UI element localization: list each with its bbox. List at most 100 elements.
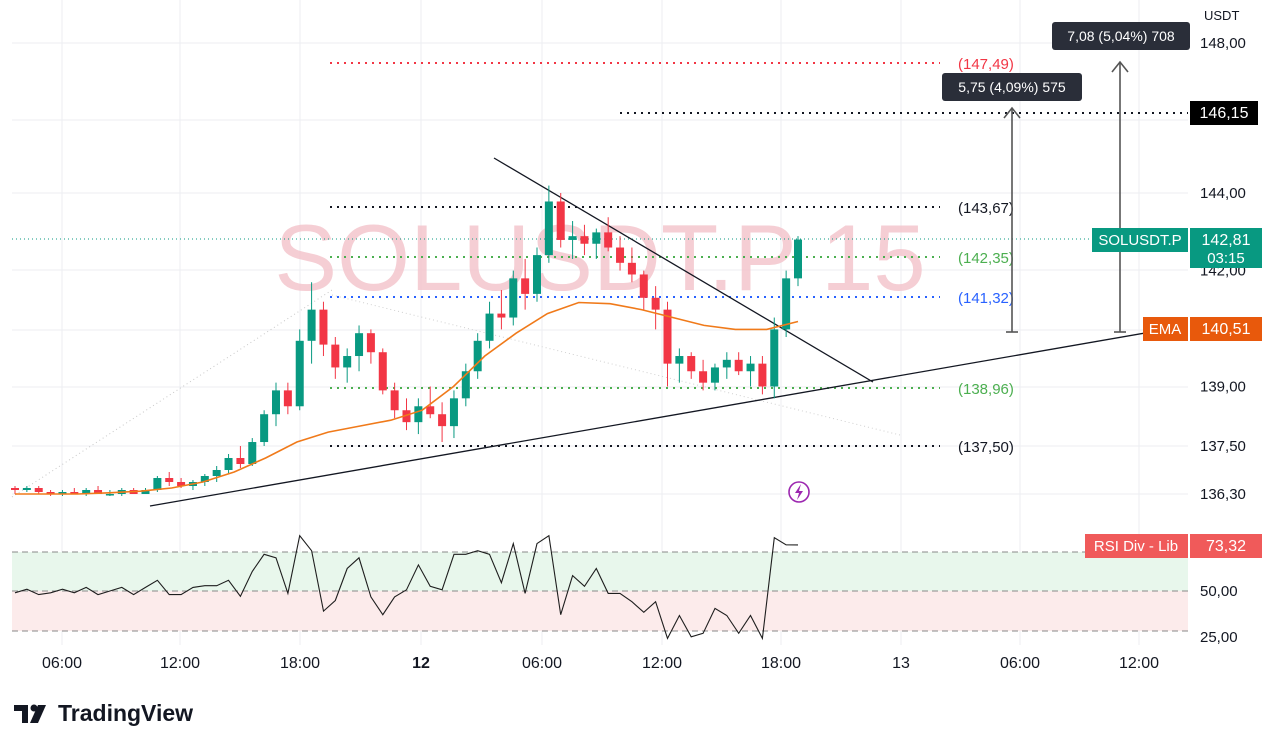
candle-body-49 [592, 232, 601, 244]
ascending-trendline [149, 332, 1146, 507]
chart-grid [12, 0, 1188, 645]
level-label-3: (141,32) [958, 290, 1014, 307]
candle-body-38 [461, 371, 470, 399]
candle-body-31 [378, 352, 387, 391]
candle-body-30 [366, 333, 375, 353]
candle-body-19 [236, 458, 245, 464]
time-axis[interactable]: 06:00 12:00 18:00 12 06:00 12:00 18:00 13 06:00 1… [42, 655, 1159, 672]
level-label-1: (143,67) [958, 200, 1014, 217]
candle-body-16 [200, 476, 209, 482]
currency-label: USDT [1204, 8, 1239, 23]
candle-body-20 [248, 442, 257, 464]
rsi-value: 73,32 [1206, 538, 1246, 555]
candle-body-34 [414, 406, 423, 423]
rsi-tick-25: 25,00 [1200, 629, 1238, 646]
candle-body-25 [307, 309, 316, 341]
candle-body-58 [699, 371, 708, 383]
candle-body-41 [497, 313, 506, 318]
time-tick-7: 13 [892, 655, 910, 672]
candle-body-61 [734, 359, 743, 372]
symbol-watermark: SOLUSDT.P 15 [274, 205, 925, 310]
candle-body-54 [651, 297, 660, 310]
candle-body-48 [580, 236, 589, 244]
candle-body-13 [165, 478, 174, 482]
tradingview-icon [14, 704, 46, 723]
candle-body-39 [473, 340, 482, 372]
candle-body-64 [770, 329, 779, 387]
candle-body-40 [485, 313, 494, 341]
measure-arrow-1 [1003, 106, 1021, 333]
candle-body-18 [224, 458, 233, 470]
candle-body-7 [94, 490, 103, 494]
candle-body-14 [177, 482, 186, 486]
candle-body-55 [663, 309, 672, 364]
candle-body-45 [544, 201, 553, 256]
time-tick-5: 12:00 [642, 655, 682, 672]
time-tick-2: 18:00 [280, 655, 320, 672]
target-level-tag: 146,15 [1190, 101, 1258, 125]
candle-body-43 [521, 278, 530, 294]
candle-body-63 [758, 363, 767, 387]
current-price-tag: SOLUSDT.P 142,81 03:15 [1092, 228, 1262, 268]
candle-body-47 [568, 236, 577, 240]
rsi-band-lower [12, 591, 1188, 631]
candle-body-50 [604, 232, 613, 248]
candle-body-59 [710, 367, 719, 383]
tradingview-logo[interactable]: TradingView [14, 700, 193, 727]
rsi-tick-50: 50,00 [1200, 583, 1238, 600]
current-price-value: 142,81 [1202, 232, 1251, 249]
ema-value: 140,51 [1202, 321, 1251, 338]
countdown-value: 03:15 [1207, 250, 1245, 267]
measure-arrow-2 [1111, 60, 1129, 333]
ema-line [15, 301, 799, 495]
time-tick-4: 06:00 [522, 655, 562, 672]
symbol-label: SOLUSDT.P [1098, 232, 1181, 249]
candle-body-12 [153, 478, 162, 490]
candle-body-32 [390, 390, 399, 411]
candle-body-35 [426, 406, 435, 415]
candle-body-66 [794, 239, 802, 279]
candle-body-17 [212, 470, 221, 476]
candle-body-22 [272, 390, 280, 415]
candle-body-27 [331, 344, 340, 368]
candle-body-44 [533, 255, 541, 294]
candle-body-28 [343, 356, 352, 368]
measure-box-1[interactable]: 5,75 (4,09%) 575 [942, 73, 1082, 101]
price-tick-5: 136,30 [1200, 486, 1246, 503]
candle-body-0 [11, 488, 19, 490]
candle-body-51 [616, 247, 625, 263]
measure-box-2[interactable]: 7,08 (5,04%) 708 [1052, 22, 1190, 50]
faint-dotted-guide-2 [331, 294, 901, 436]
candle-body-56 [675, 356, 684, 364]
candle-body-23 [283, 390, 292, 407]
candle-body-26 [319, 309, 328, 345]
level-label-0: (147,49) [958, 56, 1014, 73]
time-tick-1: 12:00 [160, 655, 200, 672]
time-tick-3: 12 [412, 655, 430, 672]
time-tick-6: 18:00 [761, 655, 801, 672]
candle-body-60 [722, 359, 731, 368]
price-tick-1: 144,00 [1200, 185, 1246, 202]
lightning-icon[interactable] [788, 481, 810, 503]
ema-label: EMA [1149, 321, 1182, 338]
candle-body-62 [746, 363, 755, 372]
rsi-label: RSI Div - Lib [1094, 538, 1178, 555]
candle-body-53 [639, 274, 648, 298]
candle-body-33 [402, 410, 411, 423]
rsi-tag: RSI Div - Lib 73,32 [1085, 534, 1262, 558]
target-level-value: 146,15 [1200, 105, 1249, 122]
rsi-band-upper [12, 552, 1188, 591]
level-label-5: (137,50) [958, 439, 1014, 456]
candle-body-3 [46, 492, 55, 494]
candle-body-65 [782, 278, 791, 330]
candle-body-21 [260, 414, 269, 443]
time-tick-9: 12:00 [1119, 655, 1159, 672]
candle-body-6 [82, 490, 91, 494]
price-tick-3: 139,00 [1200, 378, 1246, 395]
time-tick-8: 06:00 [1000, 655, 1040, 672]
price-tick-0: 148,00 [1200, 35, 1246, 52]
candle-body-24 [295, 340, 304, 407]
candle-body-4 [58, 492, 67, 494]
descending-trendline [493, 157, 874, 383]
